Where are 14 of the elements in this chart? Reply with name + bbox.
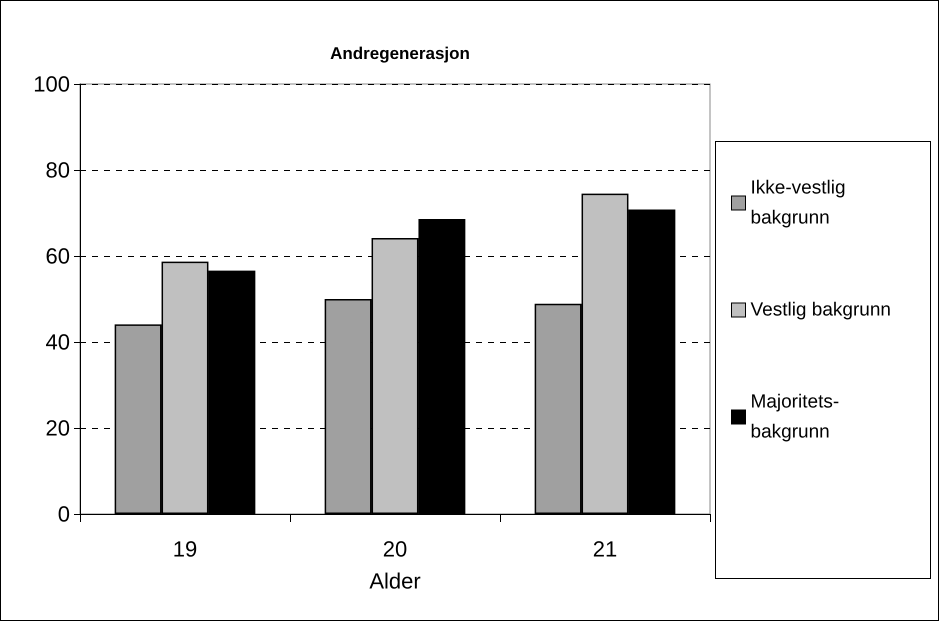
y-tick-label: 0 <box>58 502 70 526</box>
y-tick-label: 40 <box>46 330 70 354</box>
y-tick-label: 20 <box>46 416 70 440</box>
y-tick-label: 60 <box>46 244 70 268</box>
legend-label: Vestlig bakgrunn <box>750 300 891 320</box>
legend-label: Majoritets-bakgrunn <box>750 392 840 442</box>
y-tick-label: 100 <box>33 72 70 96</box>
x-axis-title: Alder <box>369 568 421 594</box>
x-tick-label: 20 <box>382 536 408 562</box>
x-tick-label: 21 <box>592 536 618 562</box>
chart-title: Andregenerasjon <box>330 44 470 63</box>
x-tick-label: 19 <box>172 536 198 562</box>
legend-label: Ikke-vestlig bakgrunn <box>750 178 851 228</box>
y-tick-label: 80 <box>46 158 70 182</box>
